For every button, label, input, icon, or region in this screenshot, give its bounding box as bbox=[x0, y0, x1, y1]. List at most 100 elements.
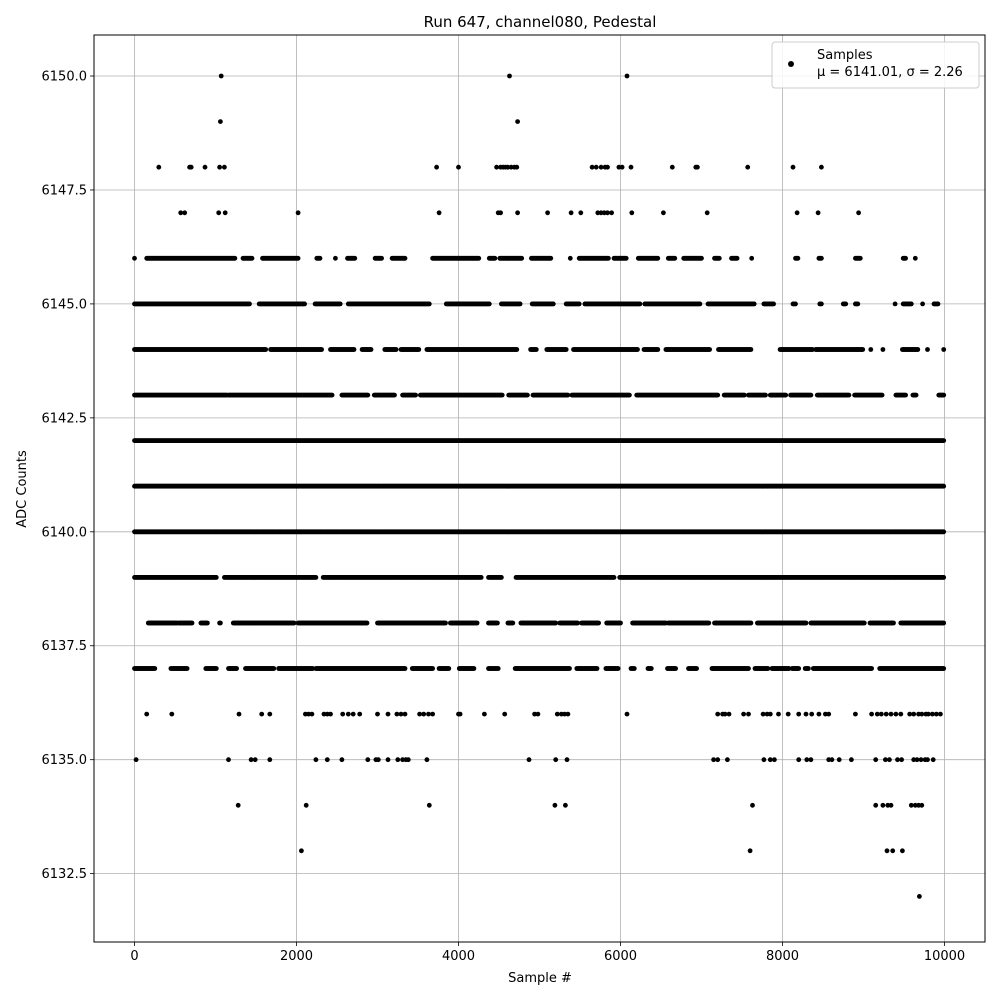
data-point bbox=[819, 301, 824, 307]
data-point bbox=[567, 255, 573, 261]
data-point bbox=[132, 255, 137, 261]
data-point bbox=[880, 347, 886, 352]
data-point bbox=[815, 210, 821, 216]
data-point bbox=[892, 301, 898, 307]
data-point bbox=[748, 347, 754, 352]
data-point bbox=[672, 255, 678, 261]
data-point bbox=[628, 164, 634, 170]
data-point bbox=[456, 164, 461, 170]
data-point bbox=[783, 392, 789, 398]
data-point bbox=[941, 347, 947, 352]
data-point bbox=[499, 392, 505, 398]
data-point bbox=[595, 210, 601, 216]
data-point bbox=[915, 347, 921, 352]
data-point bbox=[605, 164, 610, 170]
data-point bbox=[515, 119, 520, 124]
data-point bbox=[606, 255, 611, 261]
data-point bbox=[860, 347, 866, 352]
data-point bbox=[416, 347, 422, 352]
data-point bbox=[856, 210, 861, 216]
data-point bbox=[178, 210, 184, 216]
data-point bbox=[941, 392, 947, 398]
data-point bbox=[697, 301, 703, 307]
data-point bbox=[413, 392, 418, 398]
data-point bbox=[486, 301, 492, 307]
chart-title: Run 647, channel080, Pedestal bbox=[424, 13, 657, 31]
data-point bbox=[505, 164, 511, 170]
data-point bbox=[517, 301, 523, 307]
data-point bbox=[337, 301, 343, 307]
data-point bbox=[351, 347, 357, 352]
data-point bbox=[637, 301, 643, 307]
data-point bbox=[629, 210, 635, 216]
data-point bbox=[749, 255, 755, 261]
data-point bbox=[795, 255, 801, 261]
data-point bbox=[790, 164, 796, 170]
data-point bbox=[247, 301, 252, 307]
data-point bbox=[908, 301, 914, 307]
data-point bbox=[868, 347, 874, 352]
data-point bbox=[843, 301, 849, 307]
data-point bbox=[365, 392, 371, 398]
data-point bbox=[699, 255, 704, 261]
data-point bbox=[935, 301, 941, 307]
data-point bbox=[222, 210, 228, 216]
data-point bbox=[903, 255, 908, 261]
data-point bbox=[216, 210, 222, 216]
data-point bbox=[393, 347, 399, 352]
data-point bbox=[156, 164, 162, 170]
data-point bbox=[436, 210, 442, 216]
data-point bbox=[794, 210, 800, 216]
data-point bbox=[745, 164, 751, 170]
data-point bbox=[655, 347, 661, 352]
data-point bbox=[903, 392, 908, 398]
data-point bbox=[519, 255, 525, 261]
data-point bbox=[514, 164, 520, 170]
data-point bbox=[368, 347, 374, 352]
data-point bbox=[661, 210, 666, 216]
data-point bbox=[912, 255, 918, 261]
data-point bbox=[392, 392, 397, 398]
data-point bbox=[855, 301, 861, 307]
data-point bbox=[771, 301, 776, 307]
data-point bbox=[763, 392, 768, 398]
data-point bbox=[494, 164, 499, 170]
data-point bbox=[920, 301, 925, 307]
data-point bbox=[515, 210, 520, 216]
data-point bbox=[202, 164, 208, 170]
data-point bbox=[402, 255, 408, 261]
data-point bbox=[222, 164, 227, 170]
data-points bbox=[132, 73, 947, 899]
data-point bbox=[925, 347, 930, 352]
data-point bbox=[627, 392, 632, 398]
data-point bbox=[623, 255, 629, 261]
data-point bbox=[598, 164, 604, 170]
data-point bbox=[548, 255, 554, 261]
data-point bbox=[624, 73, 630, 79]
data-point bbox=[793, 301, 798, 307]
data-point bbox=[879, 392, 885, 398]
data-point bbox=[593, 164, 599, 170]
data-point bbox=[302, 301, 307, 307]
data-point bbox=[605, 210, 610, 216]
data-point bbox=[715, 392, 721, 398]
data-point bbox=[563, 347, 569, 352]
data-point bbox=[217, 164, 223, 170]
data-point bbox=[669, 164, 675, 170]
data-point bbox=[578, 210, 584, 216]
data-point bbox=[329, 392, 335, 398]
data-point bbox=[819, 255, 824, 261]
data-point bbox=[434, 164, 439, 170]
data-point bbox=[819, 164, 824, 170]
data-point bbox=[218, 119, 223, 124]
data-point bbox=[941, 438, 947, 443]
data-point bbox=[619, 164, 625, 170]
data-point bbox=[545, 210, 550, 216]
data-point bbox=[295, 255, 301, 261]
data-point bbox=[295, 210, 301, 216]
data-point bbox=[550, 301, 556, 307]
data-point bbox=[707, 347, 712, 352]
data-point bbox=[716, 255, 722, 261]
data-point bbox=[352, 255, 358, 261]
